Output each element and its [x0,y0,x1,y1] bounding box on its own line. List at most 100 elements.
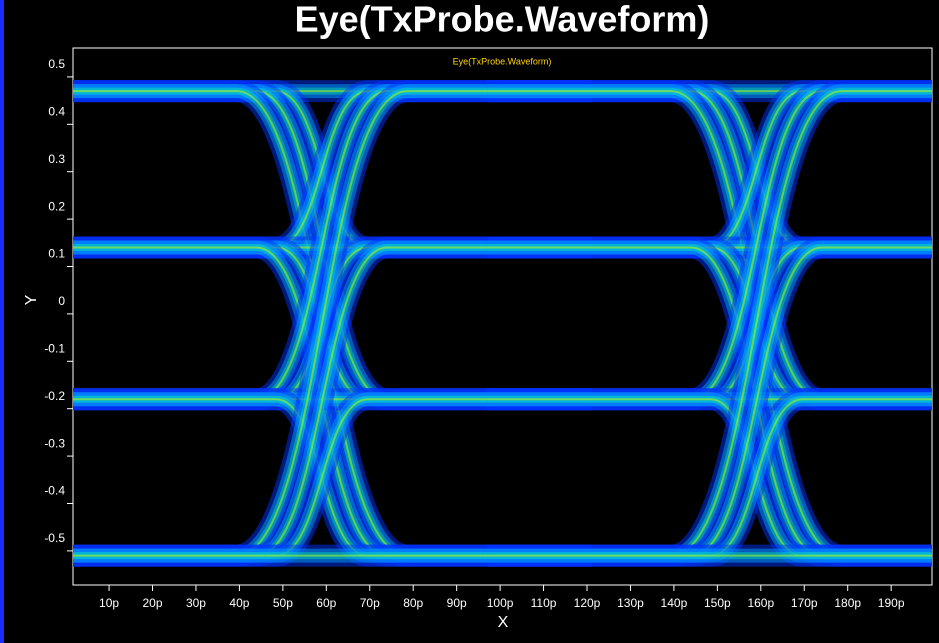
eye-trace [73,80,592,259]
eye-trace [487,84,932,563]
eye-trace [73,240,592,563]
eye-trace [487,84,932,255]
eye-trace [487,240,932,407]
eye-trace [487,87,932,252]
x-tick-label: 120p [574,596,601,610]
y-tick-label: -0.3 [44,436,65,450]
eye-trace [487,236,932,567]
eye-trace [487,90,932,249]
eye-trace [487,87,932,560]
eye-trace [73,87,592,403]
eye-trace [487,80,932,567]
eye-trace [487,246,932,401]
eye-trace [487,392,932,563]
eye-trace [73,246,592,401]
eye-trace [487,395,932,560]
eye-trace [487,244,932,403]
x-tick-label: 80p [403,596,423,610]
eye-trace [73,87,592,403]
eye-trace [487,388,932,567]
eye-trace [73,84,592,563]
eye-trace [487,246,932,557]
eye-trace [73,84,592,407]
x-axis-label: X [498,614,509,631]
eye-trace [73,244,592,560]
x-tick-label: 130p [617,596,644,610]
plot-subtitle: Eye(TxProbe.Waveform) [453,56,552,66]
y-tick-label: 0 [58,294,65,308]
eye-trace [487,84,932,255]
eye-trace [73,80,592,567]
eye-trace [487,388,932,567]
eye-trace [487,244,932,403]
eye-trace [73,87,592,560]
y-tick-label: 0.1 [48,247,65,261]
eye-trace [487,84,932,407]
eye-trace [73,236,592,411]
eye-trace [73,246,592,557]
x-tick-label: 30p [186,596,206,610]
eye-trace [73,392,592,563]
eye-trace [73,80,592,259]
eye-trace [73,398,592,557]
eye-trace [487,80,932,567]
eye-trace [487,87,932,403]
eye-trace [73,244,592,403]
eye-trace [487,244,932,560]
eye-trace [487,90,932,557]
eye-trace [487,236,932,411]
eye-trace [73,90,592,401]
eye-trace [487,90,932,401]
eye-trace [73,244,592,403]
x-tick-label: 190p [878,596,905,610]
eye-trace [487,84,932,407]
eye-trace [73,246,592,557]
x-tick-label: 170p [791,596,818,610]
x-tick-label: 70p [360,596,380,610]
x-tick-label: 60p [316,596,336,610]
eye-trace [73,90,592,249]
eye-trace [487,87,932,252]
eye-trace [73,90,592,401]
eye-trace [73,90,592,557]
eye-trace [487,236,932,411]
x-tick-label: 50p [273,596,293,610]
eye-trace [73,240,592,563]
eye-trace [487,398,932,557]
eye-trace [487,395,932,560]
y-tick-label: 0.4 [48,104,65,118]
eye-trace [487,240,932,407]
x-tick-label: 160p [747,596,774,610]
eye-trace [487,87,932,403]
eye-trace [487,87,932,560]
eye-trace [73,246,592,401]
plot-area [72,47,933,586]
y-tick-label: -0.4 [44,484,65,498]
x-tick-label: 110p [531,596,557,610]
x-tick-label: 20p [142,596,162,610]
eye-trace [73,87,592,252]
eye-trace [487,246,932,557]
eye-trace [73,388,592,567]
eye-trace [487,244,932,560]
eye-trace [487,246,932,401]
eye-trace [487,80,932,259]
eye-trace [487,240,932,563]
eye-trace [73,240,592,407]
eye-trace [73,84,592,255]
y-tick-label: 0.2 [48,199,65,213]
eye-trace [73,388,592,567]
eye-trace [73,90,592,557]
eye-trace [73,84,592,255]
eye-trace [73,80,592,567]
eye-trace [73,398,592,557]
eye-trace [73,80,592,411]
eye-trace [487,80,932,411]
window-edge [0,0,4,643]
y-tick-label: 0.5 [48,57,65,71]
y-tick-label: -0.2 [44,389,65,403]
eye-trace [73,392,592,563]
eye-trace [73,87,592,252]
chart-title: Eye(TxProbe.Waveform) [295,0,710,40]
